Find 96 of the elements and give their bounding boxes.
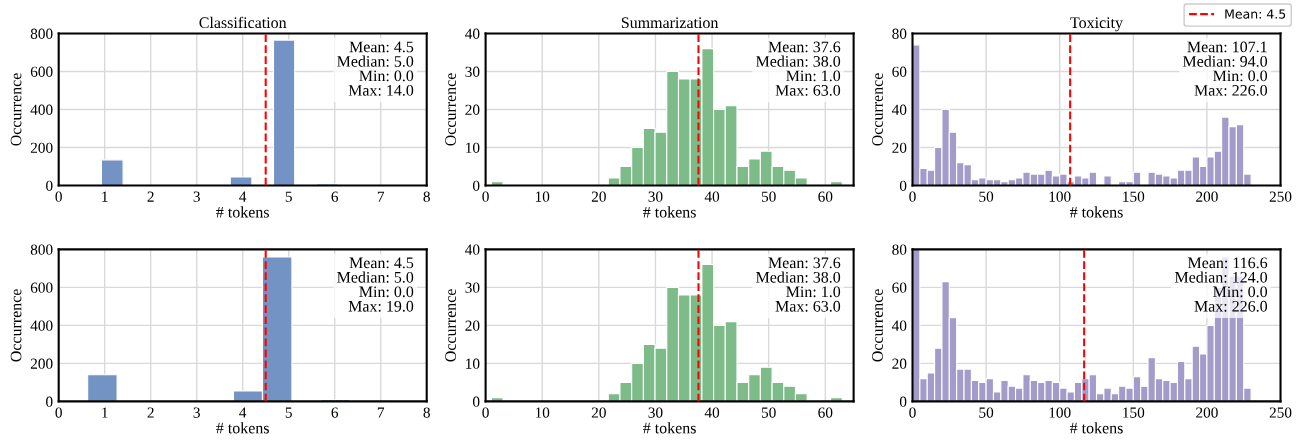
y-tick-label: 40 bbox=[465, 244, 480, 255]
x-tick-label: 10 bbox=[535, 191, 550, 202]
x-tick-label: 60 bbox=[818, 407, 833, 418]
x-tick-label: 0 bbox=[482, 191, 489, 202]
y-axis-title: Occurrence bbox=[10, 73, 22, 146]
x-tick-label: 8 bbox=[423, 191, 430, 202]
x-tick-label: 20 bbox=[591, 407, 606, 418]
y-axis-title: Occurrence bbox=[872, 289, 883, 362]
x-tick-label: 2 bbox=[147, 407, 154, 418]
x-tick-label: 3 bbox=[193, 191, 200, 202]
y-tick-label: 10 bbox=[466, 358, 480, 369]
x-tick-label: 2 bbox=[147, 191, 154, 202]
chart-title: Toxicity bbox=[1070, 17, 1123, 32]
y-tick-label: 0 bbox=[46, 180, 53, 191]
x-tick-label: 1 bbox=[102, 191, 108, 202]
x-axis-title: # tokens bbox=[643, 206, 696, 218]
y-tick-label: 600 bbox=[30, 66, 53, 77]
y-axis-title: Occurrence bbox=[872, 73, 883, 146]
x-tick-label: 3 bbox=[193, 407, 200, 418]
y-tick-label: 40 bbox=[465, 28, 480, 39]
x-tick-label: 200 bbox=[1196, 191, 1218, 202]
x-tick-label: 250 bbox=[1269, 191, 1292, 202]
y-tick-label: 60 bbox=[892, 282, 907, 293]
x-axis-title: # tokens bbox=[643, 422, 696, 434]
y-axis-title: Occurrence bbox=[10, 289, 22, 362]
y-tick-label: 600 bbox=[30, 282, 53, 293]
y-tick-label: 30 bbox=[465, 66, 480, 77]
x-tick-label: 8 bbox=[423, 407, 430, 418]
x-tick-label: 150 bbox=[1123, 191, 1145, 202]
x-tick-label: 5 bbox=[285, 407, 292, 418]
x-axis-title: # tokens bbox=[1069, 422, 1123, 434]
x-tick-label: 100 bbox=[1049, 407, 1071, 418]
x-tick-label: 0 bbox=[55, 407, 62, 418]
y-tick-label: 20 bbox=[465, 320, 480, 331]
y-tick-label: 0 bbox=[899, 180, 907, 191]
y-tick-label: 800 bbox=[30, 244, 53, 255]
y-tick-label: 0 bbox=[472, 180, 480, 191]
x-tick-label: 10 bbox=[535, 407, 550, 418]
x-tick-label: 200 bbox=[1196, 407, 1218, 418]
y-tick-label: 400 bbox=[30, 320, 53, 331]
x-tick-label: 40 bbox=[704, 407, 720, 418]
y-tick-label: 0 bbox=[472, 396, 480, 407]
y-tick-label: 40 bbox=[891, 320, 907, 331]
x-tick-label: 0 bbox=[909, 191, 916, 202]
chart-title: Summarization bbox=[621, 17, 719, 29]
x-tick-label: 1 bbox=[102, 407, 108, 418]
x-tick-label: 50 bbox=[761, 407, 776, 418]
x-tick-label: 4 bbox=[239, 191, 247, 202]
y-tick-label: 200 bbox=[30, 358, 53, 369]
annotation: Mean: 37.6 Median: 38.0 Min: 1.0 Max: 63.0 bbox=[756, 257, 841, 312]
y-tick-label: 0 bbox=[46, 396, 53, 407]
y-tick-label: 30 bbox=[465, 282, 480, 293]
annotation: Mean: 4.5 Median: 5.0 Min: 0.0 Max: 19.0 bbox=[337, 257, 414, 312]
y-tick-label: 0 bbox=[899, 396, 907, 407]
x-tick-label: 50 bbox=[979, 407, 994, 418]
annotation: Mean: 4.5 Median: 5.0 Min: 0.0 Max: 14.0 bbox=[337, 41, 414, 96]
annotation: Mean: 116.6 Median: 124.0 Min: 0.0 Max: 226.0 bbox=[1174, 257, 1268, 312]
x-tick-label: 50 bbox=[761, 191, 776, 202]
y-axis-title: Occurrence bbox=[445, 289, 456, 362]
x-tick-label: 30 bbox=[648, 407, 663, 418]
y-tick-label: 400 bbox=[30, 104, 53, 115]
x-axis-title: # tokens bbox=[1069, 206, 1123, 218]
y-tick-label: 20 bbox=[892, 358, 907, 369]
annotation: Mean: 107.1 Median: 94.0 Min: 0.0 Max: 226.0 bbox=[1182, 41, 1268, 96]
x-axis-title: # tokens bbox=[216, 422, 269, 434]
x-tick-label: 100 bbox=[1049, 191, 1071, 202]
x-tick-label: 60 bbox=[818, 191, 833, 202]
y-axis-title: Occurrence bbox=[445, 73, 456, 146]
x-tick-label: 5 bbox=[285, 191, 292, 202]
x-tick-label: 0 bbox=[55, 191, 62, 202]
y-tick-label: 10 bbox=[466, 142, 480, 153]
x-tick-label: 4 bbox=[239, 407, 247, 418]
x-tick-label: 0 bbox=[909, 407, 916, 418]
x-tick-label: 6 bbox=[331, 191, 339, 202]
y-tick-label: 20 bbox=[465, 104, 480, 115]
x-tick-label: 150 bbox=[1123, 407, 1145, 418]
y-tick-label: 20 bbox=[892, 142, 907, 153]
y-tick-label: 40 bbox=[891, 104, 907, 115]
x-tick-label: 20 bbox=[591, 191, 606, 202]
y-tick-label: 60 bbox=[892, 66, 907, 77]
x-tick-label: 50 bbox=[979, 191, 994, 202]
y-tick-label: 800 bbox=[30, 28, 53, 39]
legend-label: Mean: 4.5 bbox=[1225, 9, 1286, 19]
x-tick-label: 30 bbox=[648, 191, 663, 202]
x-tick-label: 7 bbox=[377, 191, 385, 202]
y-tick-label: 80 bbox=[892, 244, 907, 255]
x-tick-label: 6 bbox=[331, 407, 339, 418]
chart-title: Classification bbox=[199, 16, 287, 29]
x-axis-title: # tokens bbox=[216, 206, 269, 218]
x-tick-label: 7 bbox=[377, 407, 385, 418]
x-tick-label: 0 bbox=[482, 407, 489, 418]
y-tick-label: 200 bbox=[30, 142, 53, 153]
y-tick-label: 80 bbox=[892, 28, 907, 39]
x-tick-label: 250 bbox=[1269, 407, 1292, 418]
annotation: Mean: 37.6 Median: 38.0 Min: 1.0 Max: 63.0 bbox=[756, 41, 841, 96]
x-tick-label: 40 bbox=[704, 191, 720, 202]
